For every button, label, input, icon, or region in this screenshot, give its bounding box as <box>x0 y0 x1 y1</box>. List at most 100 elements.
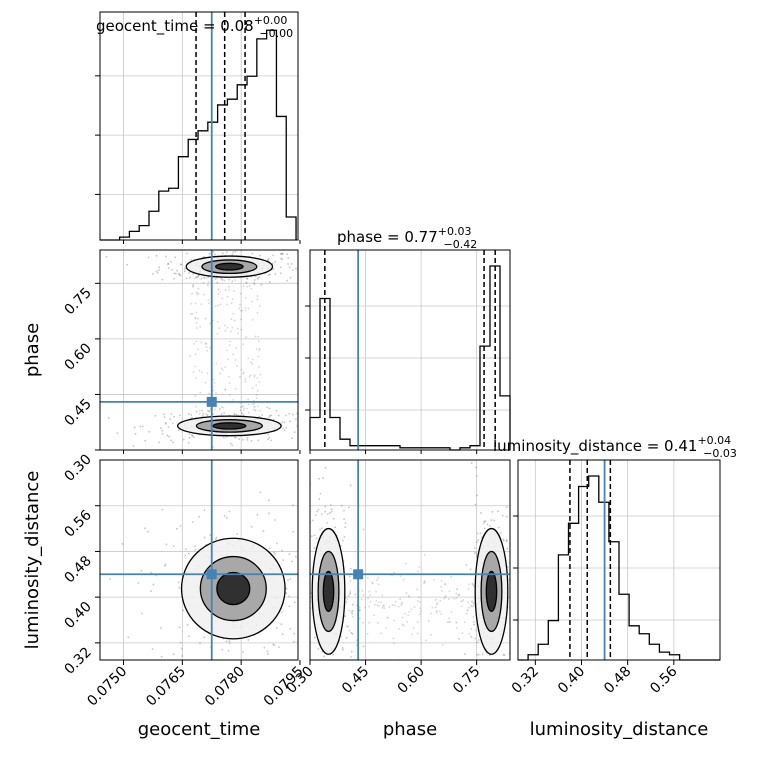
scatter-point <box>383 607 386 609</box>
scatter-point <box>194 548 197 551</box>
scatter-point <box>197 275 200 278</box>
scatter-point <box>253 375 256 378</box>
scatter-point <box>252 358 254 361</box>
scatter-point <box>205 343 207 345</box>
scatter-point <box>167 425 170 428</box>
scatter-point <box>375 579 378 581</box>
scatter-point <box>351 612 354 615</box>
scatter-point <box>349 590 352 592</box>
scatter-point <box>281 252 284 255</box>
scatter-point <box>251 387 254 390</box>
scatter-point <box>465 564 468 566</box>
scatter-point <box>195 276 198 279</box>
scatter-point <box>476 653 479 656</box>
scatter-point <box>226 303 229 306</box>
scatter-point <box>197 317 200 320</box>
scatter-point <box>324 505 327 508</box>
scatter-point <box>351 603 354 606</box>
scatter-point <box>175 527 178 530</box>
scatter-point <box>245 281 248 284</box>
panel-content <box>302 462 515 701</box>
scatter-point <box>333 669 335 671</box>
scatter-point <box>348 506 350 509</box>
scatter-point <box>219 372 222 375</box>
scatter-point <box>512 603 514 605</box>
scatter-point <box>161 432 164 435</box>
title-sup: +0.03 <box>438 225 472 238</box>
scatter-point <box>246 277 248 280</box>
scatter-point <box>475 552 478 555</box>
scatter-point <box>376 604 379 607</box>
scatter-point <box>343 669 345 671</box>
panel-frame <box>99 11 299 241</box>
scatter-point <box>126 263 129 266</box>
hist-luminosity_distance <box>518 460 720 661</box>
scatter-point <box>234 250 237 253</box>
scatter-point <box>340 675 342 677</box>
scatter-point <box>476 532 479 535</box>
scatter-point <box>302 569 304 571</box>
scatter-point <box>246 407 249 410</box>
scatter-point <box>482 522 485 524</box>
scatter-point <box>234 279 237 282</box>
scatter-point <box>317 508 320 511</box>
scatter-point <box>249 284 251 287</box>
x-axis-label-geocent-time: geocent_time <box>138 719 261 740</box>
scatter-point <box>334 526 336 529</box>
scatter-point <box>281 549 284 552</box>
scatter-point <box>513 541 515 543</box>
scatter-point <box>362 528 365 531</box>
scatter-point <box>252 408 255 411</box>
scatter-point <box>375 590 377 593</box>
scatter-point <box>170 413 173 415</box>
scatter-point <box>332 653 335 656</box>
scatter-point <box>416 599 419 602</box>
scatter-point <box>214 305 217 307</box>
scatter-point <box>262 530 265 532</box>
scatter-point <box>444 596 447 598</box>
scatter-point <box>308 269 310 271</box>
scatter-point <box>341 539 344 542</box>
scatter-point <box>219 291 222 293</box>
scatter-point <box>235 346 238 349</box>
truth-marker <box>353 569 364 580</box>
scatter-point <box>311 519 314 522</box>
scatter-point <box>282 667 284 669</box>
scatter-point <box>310 535 313 537</box>
scatter-point <box>268 416 271 419</box>
scatter-point <box>190 413 193 416</box>
scatter-point <box>187 441 190 444</box>
scatter-point <box>316 510 319 513</box>
scatter-point <box>394 600 397 603</box>
scatter-point <box>478 697 480 699</box>
scatter-point <box>458 593 461 596</box>
scatter-point <box>502 653 505 656</box>
scatter-point <box>513 627 515 629</box>
scatter-point <box>392 637 395 640</box>
scatter-point <box>187 413 190 416</box>
scatter-point <box>281 633 284 636</box>
scatter-point <box>195 322 198 324</box>
scatter-point <box>431 606 434 609</box>
scatter-point <box>362 594 365 596</box>
scatter-point <box>250 287 253 290</box>
scatter-point <box>399 598 402 601</box>
scatter-point <box>316 699 318 701</box>
scatter-point <box>456 627 458 629</box>
scatter-point <box>239 376 241 378</box>
scatter-point <box>441 644 444 646</box>
scatter-point <box>234 387 237 390</box>
title-base: geocent_time = 0.08 <box>96 17 254 36</box>
scatter-point <box>252 403 254 406</box>
scatter-point <box>253 402 256 405</box>
scatter-point <box>191 285 194 288</box>
scatter-point <box>344 615 347 618</box>
scatter-point <box>167 262 170 265</box>
scatter-point <box>291 413 294 416</box>
scatter-point <box>185 252 188 255</box>
scatter-point <box>133 426 136 429</box>
scatter-point <box>288 595 291 598</box>
scatter-point <box>195 311 198 314</box>
panel-hist-geocent-time <box>99 11 299 241</box>
scatter-point <box>319 492 322 495</box>
